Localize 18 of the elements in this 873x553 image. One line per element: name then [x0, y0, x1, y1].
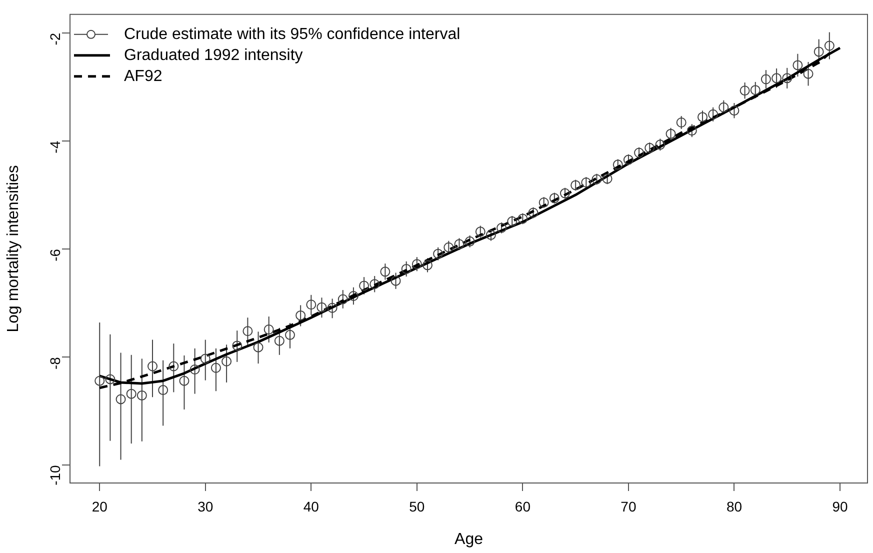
x-tick-label: 90 — [832, 498, 848, 514]
legend-label: Crude estimate with its 95% confidence interval — [124, 26, 460, 43]
y-axis-title: Log mortality intensities — [5, 165, 22, 332]
x-tick-label: 60 — [514, 498, 531, 514]
legend-label: AF92 — [124, 68, 162, 85]
x-axis-title: Age — [454, 530, 484, 548]
x-tick-label: 30 — [198, 498, 214, 514]
y-tick-label: -2 — [46, 32, 63, 46]
x-tick-label: 40 — [303, 498, 320, 514]
x-tick-label: 80 — [726, 498, 742, 514]
y-tick-label: -6 — [46, 248, 63, 262]
y-tick-label: -10 — [46, 464, 63, 486]
x-tick-label: 20 — [92, 498, 108, 514]
x-tick-label: 70 — [620, 498, 636, 514]
legend-label: Graduated 1992 intensity — [124, 46, 303, 64]
y-tick-label: -8 — [46, 356, 63, 370]
y-tick-label: -4 — [46, 140, 63, 154]
x-tick-label: 50 — [409, 498, 425, 514]
